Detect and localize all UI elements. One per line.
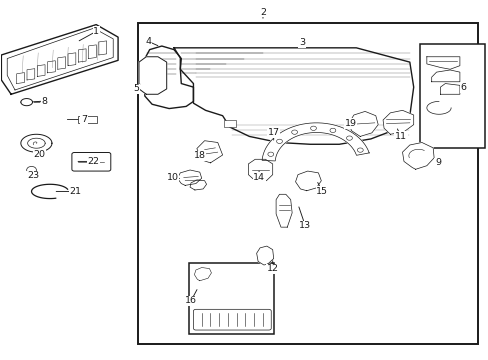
Polygon shape [402, 143, 433, 169]
Text: 16: 16 [184, 296, 197, 305]
Text: 2: 2 [260, 8, 265, 17]
Text: 10: 10 [166, 173, 178, 182]
Text: 20: 20 [33, 150, 45, 159]
Text: 4: 4 [145, 37, 151, 46]
Text: 11: 11 [394, 132, 406, 141]
Polygon shape [262, 123, 368, 161]
Circle shape [267, 152, 273, 156]
Polygon shape [426, 57, 459, 69]
Bar [137, 23, 477, 344]
Text: 9: 9 [434, 158, 440, 167]
Text: 15: 15 [316, 187, 327, 196]
Bar [224, 120, 236, 127]
Polygon shape [1, 24, 118, 94]
Polygon shape [276, 194, 291, 227]
Polygon shape [440, 84, 459, 94]
Text: 3: 3 [298, 38, 305, 47]
Text: 12: 12 [266, 264, 278, 273]
Polygon shape [348, 111, 377, 136]
Polygon shape [431, 70, 459, 82]
Polygon shape [295, 171, 321, 191]
Polygon shape [139, 57, 166, 94]
Circle shape [346, 136, 352, 140]
Bar [419, 44, 484, 148]
Polygon shape [144, 46, 193, 109]
Text: 17: 17 [267, 129, 279, 138]
Text: 5: 5 [133, 84, 139, 93]
Text: 13: 13 [299, 221, 311, 230]
Text: 23: 23 [27, 171, 39, 180]
Polygon shape [190, 180, 206, 190]
Text: 6: 6 [459, 83, 466, 92]
Bar [188, 263, 273, 334]
FancyBboxPatch shape [193, 309, 271, 330]
Circle shape [310, 126, 316, 130]
Text: 22: 22 [87, 157, 100, 166]
Polygon shape [177, 170, 201, 185]
Text: 14: 14 [253, 173, 264, 182]
Text: 21: 21 [69, 187, 81, 196]
Polygon shape [382, 111, 413, 134]
Text: 18: 18 [193, 151, 205, 160]
Circle shape [276, 139, 282, 144]
Polygon shape [194, 267, 211, 281]
Text: 8: 8 [41, 96, 47, 105]
Bar [78, 116, 97, 123]
Text: 7: 7 [81, 116, 87, 125]
Polygon shape [21, 134, 52, 152]
FancyBboxPatch shape [72, 153, 111, 171]
Circle shape [357, 148, 363, 152]
Circle shape [291, 130, 297, 134]
Circle shape [329, 128, 335, 132]
Text: 19: 19 [344, 119, 356, 128]
Polygon shape [256, 246, 273, 265]
Polygon shape [197, 141, 222, 163]
Polygon shape [174, 48, 413, 144]
Text: 1: 1 [93, 27, 99, 36]
Circle shape [27, 166, 36, 174]
Polygon shape [248, 159, 272, 181]
